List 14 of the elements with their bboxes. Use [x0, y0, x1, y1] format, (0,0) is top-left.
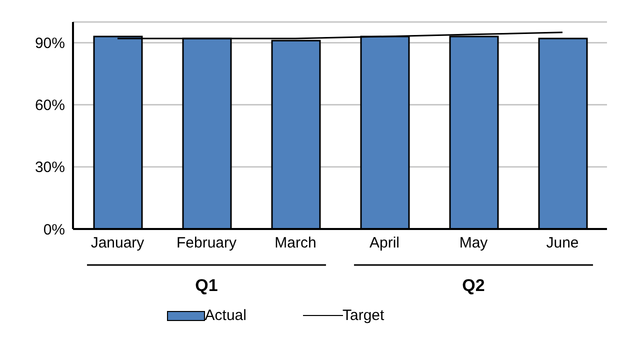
- text: Q2: [462, 276, 485, 295]
- x-tick-label: June: [546, 234, 579, 252]
- y-tick-label: 60%: [34, 97, 65, 114]
- x-tick-label: March: [274, 234, 316, 252]
- y-tick-label: 30%: [34, 159, 65, 176]
- text: Q1: [195, 276, 218, 295]
- y-tick-label: 90%: [34, 35, 65, 52]
- legend-label: Actual: [204, 307, 246, 324]
- x-tick-label: February: [176, 234, 238, 252]
- y-tick-label: 0%: [43, 221, 65, 238]
- x-tick-label: January: [90, 234, 145, 252]
- x-tick-label: April: [369, 234, 400, 252]
- legend-label: Target: [342, 307, 384, 324]
- x-tick-label: May: [459, 234, 488, 252]
